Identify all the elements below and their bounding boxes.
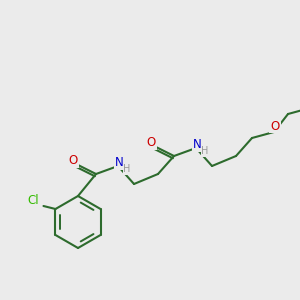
Text: O: O — [68, 154, 78, 167]
Text: N: N — [115, 157, 123, 169]
Text: O: O — [146, 136, 156, 149]
Text: O: O — [270, 119, 280, 133]
Text: H: H — [123, 164, 131, 174]
Text: H: H — [201, 146, 209, 156]
Text: N: N — [193, 139, 201, 152]
Text: Cl: Cl — [28, 194, 39, 208]
